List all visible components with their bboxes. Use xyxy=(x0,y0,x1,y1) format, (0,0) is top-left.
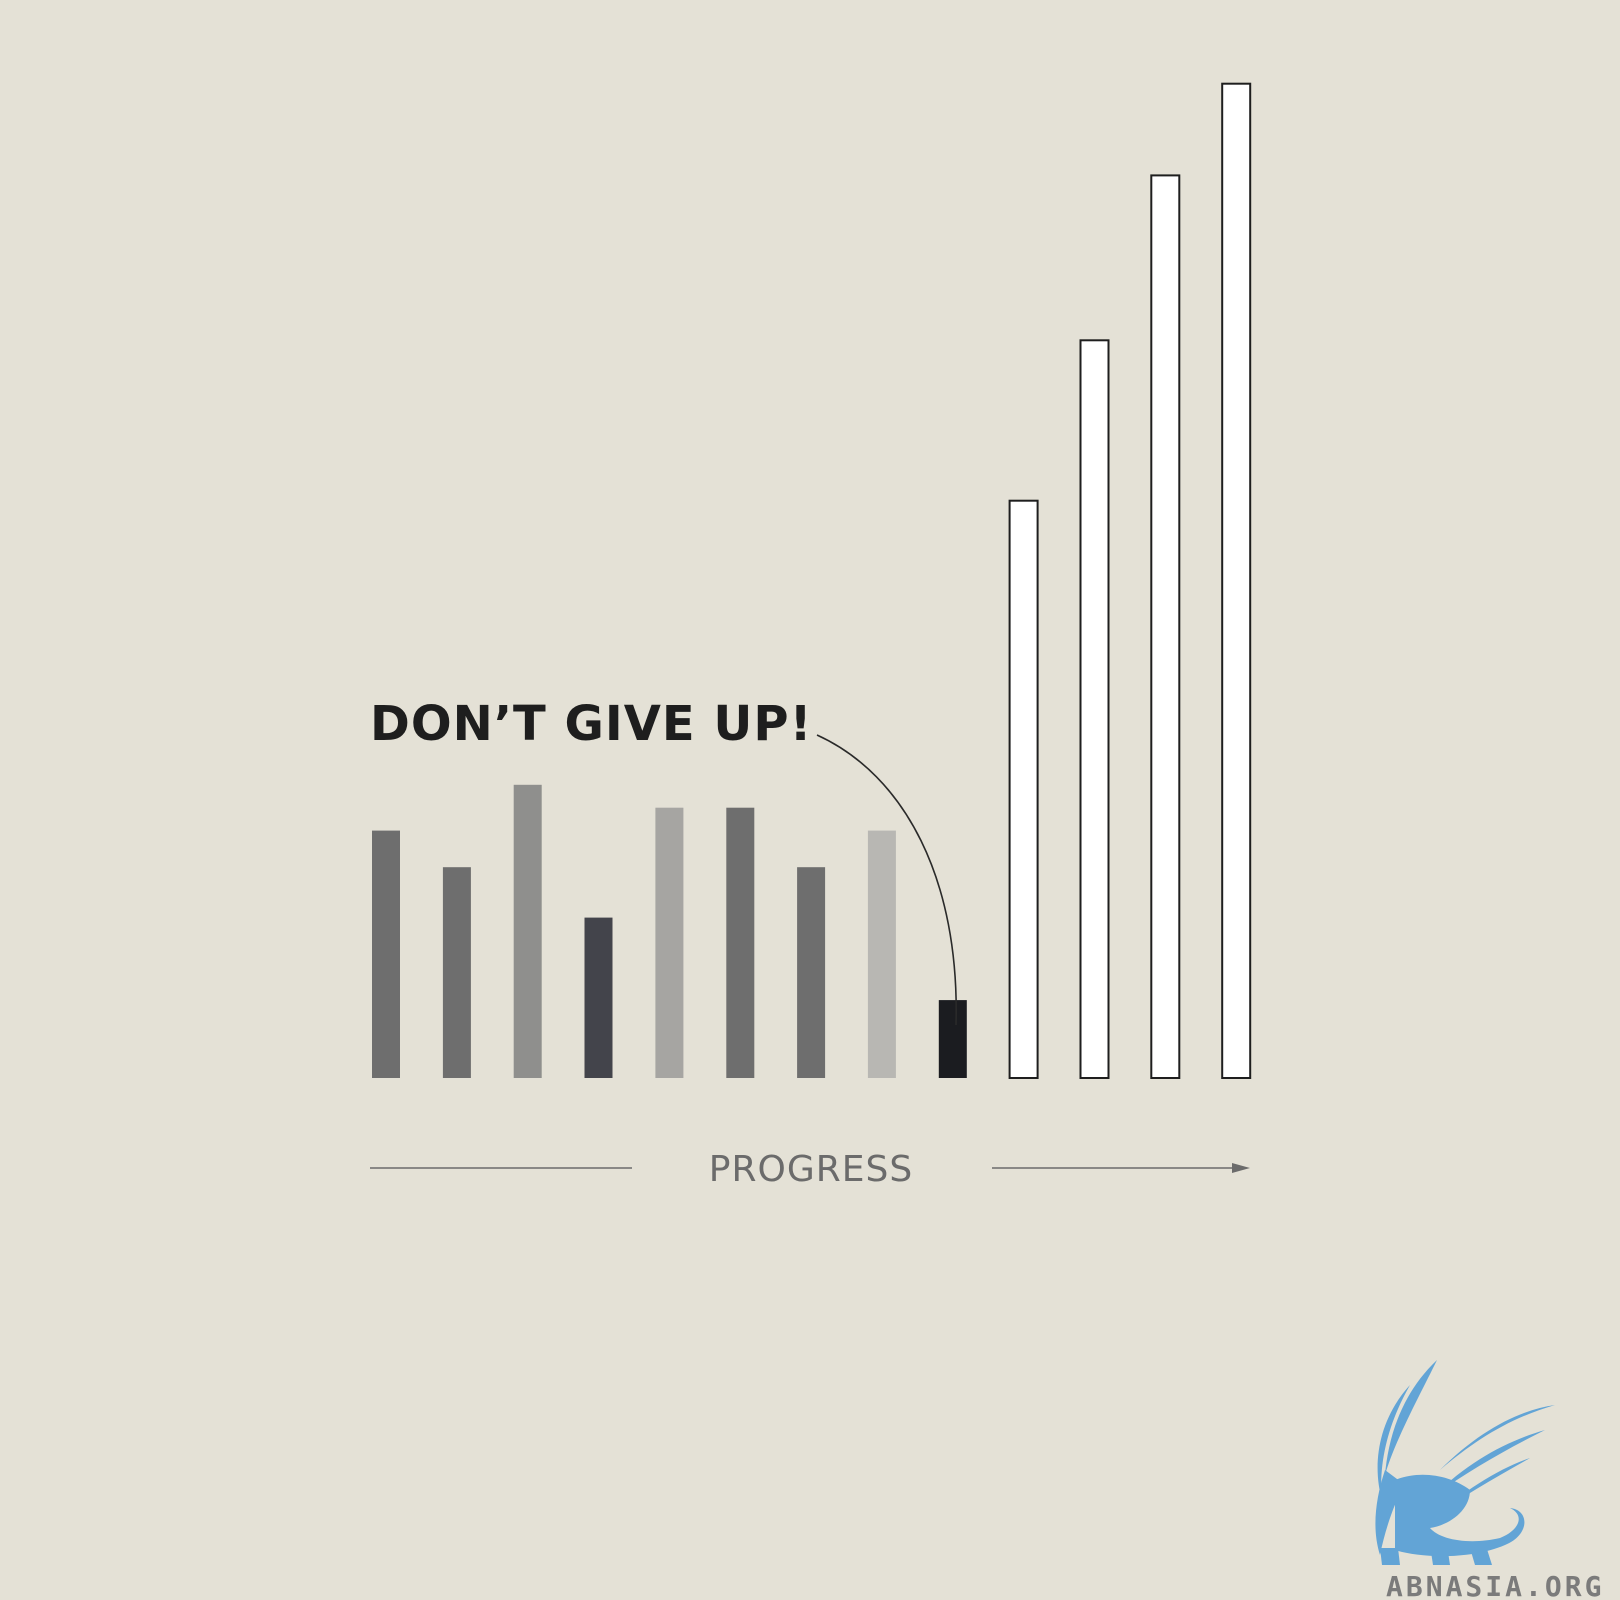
bar-10 xyxy=(1008,499,1039,1079)
annotation-arrow xyxy=(816,734,957,1026)
bar-11 xyxy=(1079,339,1110,1079)
bar-8 xyxy=(867,830,896,1078)
annotation-text: DON’T GIVE UP! xyxy=(370,696,812,752)
griffin-logo-icon xyxy=(1375,1360,1555,1565)
watermark-text: ABNASIA.ORG xyxy=(1386,1570,1604,1600)
bar-5 xyxy=(655,807,684,1078)
x-axis-arrowhead-icon xyxy=(1232,1163,1250,1173)
x-axis-label: PROGRESS xyxy=(709,1149,913,1190)
bar-13 xyxy=(1221,82,1252,1079)
bar-12 xyxy=(1150,174,1181,1079)
bar-series xyxy=(372,82,1252,1079)
bar-1 xyxy=(372,830,400,1078)
bar-6 xyxy=(726,807,755,1078)
bar-9 xyxy=(938,1000,967,1078)
bar-2 xyxy=(442,867,471,1078)
watermark: ABNASIA.ORG xyxy=(1375,1360,1604,1600)
bar-3 xyxy=(513,784,542,1078)
bar-4 xyxy=(584,917,613,1078)
bar-7 xyxy=(797,867,826,1078)
